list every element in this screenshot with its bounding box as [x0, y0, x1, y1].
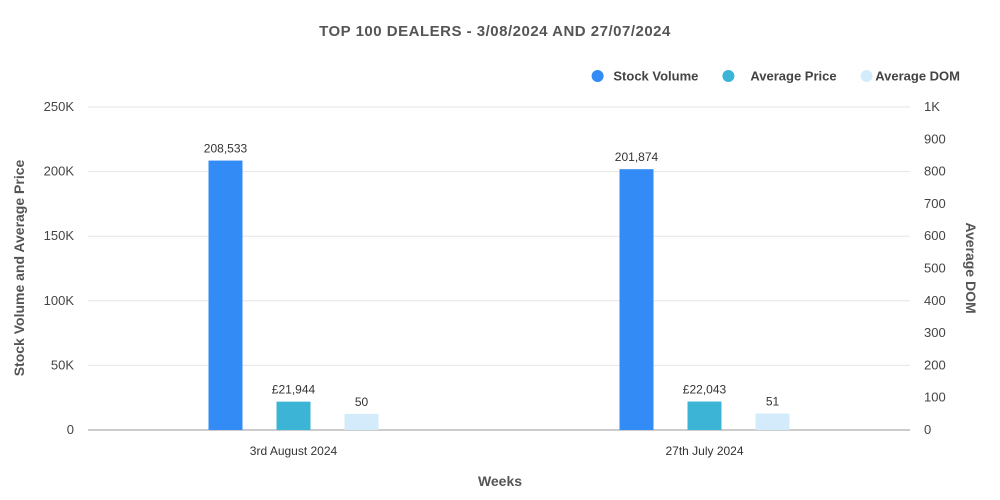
data-label: £22,043 — [683, 383, 727, 397]
left-tick-label: 50K — [51, 357, 74, 372]
left-axis-ticks: 0 50K 100K 150K 200K 250K — [44, 99, 75, 437]
right-tick-label: 0 — [924, 422, 931, 437]
data-label: 50 — [355, 395, 369, 409]
right-tick-label: 700 — [924, 196, 946, 211]
bar-stock-volume — [208, 160, 243, 430]
category-label: 27th July 2024 — [665, 444, 743, 458]
data-label: 201,874 — [615, 150, 659, 164]
right-tick-label: 300 — [924, 325, 946, 340]
bar-average-price — [276, 401, 311, 430]
right-tick-label: 400 — [924, 293, 946, 308]
data-label: 51 — [766, 395, 780, 409]
category-labels: 3rd August 2024 27th July 2024 — [250, 444, 744, 458]
left-tick-label: 250K — [44, 99, 75, 114]
legend-label: Stock Volume — [613, 69, 698, 84]
right-axis-title: Average DOM — [963, 222, 979, 313]
x-axis-title: Weeks — [478, 473, 522, 489]
bar-average-price — [687, 401, 722, 430]
left-tick-label: 200K — [44, 164, 75, 179]
legend-marker — [722, 70, 735, 82]
right-tick-label: 500 — [924, 261, 946, 276]
legend-marker — [860, 70, 873, 82]
data-labels: 208,533 £21,944 50 201,874 £22,043 51 — [204, 142, 780, 409]
right-axis-ticks: 0 100 200 300 400 500 600 700 800 900 1K — [924, 99, 946, 437]
data-label: £21,944 — [272, 383, 316, 397]
left-tick-label: 150K — [44, 228, 75, 243]
bars — [208, 160, 790, 431]
left-tick-label: 0 — [67, 422, 74, 437]
left-tick-label: 100K — [44, 293, 75, 308]
right-tick-label: 600 — [924, 228, 946, 243]
left-axis-title: Stock Volume and Average Price — [11, 160, 27, 377]
legend-marker — [591, 70, 604, 82]
chart-title: TOP 100 DEALERS - 3/08/2024 AND 27/07/20… — [319, 23, 671, 40]
right-tick-label: 800 — [924, 164, 946, 179]
bar-stock-volume — [619, 169, 654, 431]
legend: Average DOM Average Price Stock Volume — [591, 69, 960, 84]
right-tick-label: 900 — [924, 131, 946, 146]
bar-average-dom — [344, 413, 379, 430]
legend-label: Average Price — [750, 69, 836, 84]
data-label: 208,533 — [204, 142, 248, 156]
right-tick-label: 1K — [924, 99, 940, 114]
legend-label: Average DOM — [875, 69, 960, 84]
category-label: 3rd August 2024 — [250, 444, 338, 458]
right-tick-label: 100 — [924, 390, 946, 405]
bar-average-dom — [755, 413, 790, 430]
right-tick-label: 200 — [924, 357, 946, 372]
